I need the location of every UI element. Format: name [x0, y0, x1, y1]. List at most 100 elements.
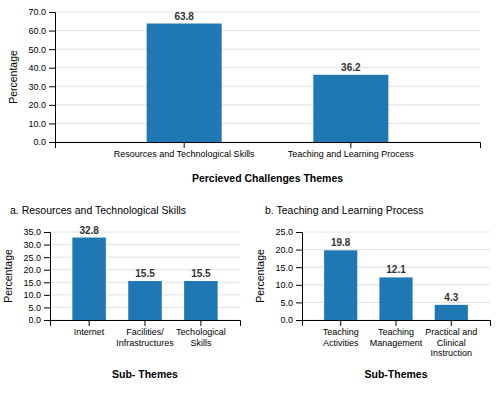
bar: [435, 305, 468, 320]
y-tick: 0.0: [33, 137, 55, 147]
axis-domain: [51, 321, 241, 327]
y-tick-mark: [44, 320, 50, 321]
y-tick: 0.0: [28, 315, 50, 325]
y-tick: 0.0: [280, 315, 302, 325]
y-axis-title: Percentage: [2, 249, 14, 303]
x-tick-label-line: Internet: [74, 327, 105, 337]
y-tick-label: 20.0: [23, 265, 41, 275]
bars: [72, 238, 217, 320]
bar: [147, 24, 222, 142]
y-tick-mark: [296, 250, 302, 251]
y-tick-label: 50.0: [28, 45, 46, 55]
data-label: 15.5: [135, 268, 155, 279]
data-labels: 63.836.2: [174, 11, 361, 73]
y-tick-label: 30.0: [28, 82, 46, 92]
bar: [128, 281, 162, 320]
y-tick-label: 0.0: [280, 315, 293, 325]
x-tick-mark: [451, 320, 452, 326]
grid: [302, 232, 490, 320]
grid-line: [302, 249, 490, 250]
y-axis: 0.05.010.015.020.025.030.035.0: [23, 227, 50, 325]
y-tick-label: 40.0: [28, 63, 46, 73]
chart-panel: 19.812.14.30.05.010.015.020.025.0Teachin…: [254, 204, 491, 380]
y-tick: 10.0: [28, 119, 55, 129]
y-tick: 40.0: [28, 63, 55, 73]
y-tick-mark: [44, 232, 50, 233]
y-tick-label: 0.0: [33, 137, 46, 147]
axis-domain: [296, 233, 303, 321]
y-tick: 10.0: [23, 290, 50, 300]
y-tick-mark: [296, 285, 302, 286]
y-tick-mark: [49, 105, 55, 106]
y-tick: 30.0: [28, 82, 55, 92]
x-tick-mark: [340, 320, 341, 326]
y-tick: 15.0: [275, 263, 302, 273]
data-labels: 19.812.14.3: [331, 237, 459, 303]
y-tick-label: 15.0: [23, 278, 41, 288]
x-tick-label-line: Instruction: [431, 348, 473, 358]
data-label: 32.8: [79, 225, 99, 236]
y-tick-mark: [49, 86, 55, 87]
bar: [379, 277, 412, 320]
y-tick-mark: [44, 307, 50, 308]
y-axis: 0.010.020.030.040.050.060.070.0: [28, 7, 55, 147]
x-tick: Practical andClinicalInstruction: [425, 320, 477, 358]
x-tick-label: TeachingManagement: [370, 327, 423, 347]
x-tick-mark: [200, 320, 201, 326]
y-tick-mark: [49, 68, 55, 69]
y-tick-label: 25.0: [275, 227, 293, 237]
y-axis-title: Percentage: [7, 50, 19, 104]
x-tick-label-line: Facilities/: [126, 327, 164, 337]
y-tick-label: 10.0: [275, 280, 293, 290]
x-tick-label: Internet: [74, 327, 105, 337]
y-tick-label: 35.0: [23, 227, 41, 237]
x-tick-label-line: Clinical: [437, 338, 466, 348]
y-tick-mark: [44, 245, 50, 246]
grid-line: [302, 232, 490, 233]
y-tick-mark: [296, 320, 302, 321]
axis-domain: [49, 13, 56, 143]
y-tick-mark: [49, 49, 55, 50]
x-tick-label-line: Skills: [190, 338, 212, 348]
y-tick-mark: [49, 12, 55, 13]
y-tick: 35.0: [23, 227, 50, 237]
data-labels: 32.815.515.5: [79, 225, 211, 279]
x-tick-label-line: Teaching: [323, 327, 359, 337]
y-tick: 25.0: [23, 253, 50, 263]
x-axis: Internet Facilities/InfrastructuresTechol…: [51, 320, 241, 348]
x-axis: TeachingActivities TeachingManagementPrac…: [303, 320, 491, 358]
y-tick: 60.0: [28, 26, 55, 36]
y-tick-label: 25.0: [23, 253, 41, 263]
x-axis-title: Sub- Themes: [112, 368, 178, 380]
x-tick-label-line: Activities: [323, 338, 359, 348]
bar: [72, 238, 106, 320]
y-tick-label: 70.0: [28, 7, 46, 17]
data-label: 36.2: [341, 62, 361, 73]
x-tick: TeachingManagement: [370, 320, 423, 348]
x-tick-label: Teaching and Learning Process: [288, 149, 415, 159]
x-tick-label: Resources and Technological Skills: [114, 149, 255, 159]
x-tick-label: TeachingActivities: [323, 327, 359, 347]
y-tick-mark: [296, 232, 302, 233]
y-tick: 5.0: [28, 303, 50, 313]
x-tick-label-line: Techological: [176, 327, 226, 337]
x-tick-label: TechologicalSkills: [176, 327, 226, 347]
y-tick: 70.0: [28, 7, 55, 17]
y-tick: 20.0: [275, 245, 302, 255]
x-tick-mark: [184, 142, 185, 148]
x-axis: Resources and Technological Skills Teachi…: [56, 142, 481, 159]
chart-panel: 63.836.20.010.020.030.040.050.060.070.0R…: [7, 7, 481, 184]
grid-line: [55, 12, 480, 13]
x-tick: Resources and Technological Skills: [114, 142, 255, 159]
chart-title: a. Resources and Technological Skills: [10, 204, 186, 216]
y-tick-label: 5.0: [28, 303, 41, 313]
x-tick: TeachingActivities: [323, 320, 359, 348]
x-tick-label: Practical andClinicalInstruction: [425, 327, 477, 358]
y-tick: 20.0: [23, 265, 50, 275]
grid-line: [55, 67, 480, 68]
x-tick-label-line: Teaching and Learning Process: [288, 149, 415, 159]
chart-canvas: 63.836.2 0.0 10.0 20.0 30.0 40.0 50.0 60.0 70.0 R…: [0, 0, 500, 405]
grid-line: [55, 123, 480, 124]
x-tick: Facilities/Infrastructures: [116, 320, 174, 348]
grid: [55, 12, 480, 142]
